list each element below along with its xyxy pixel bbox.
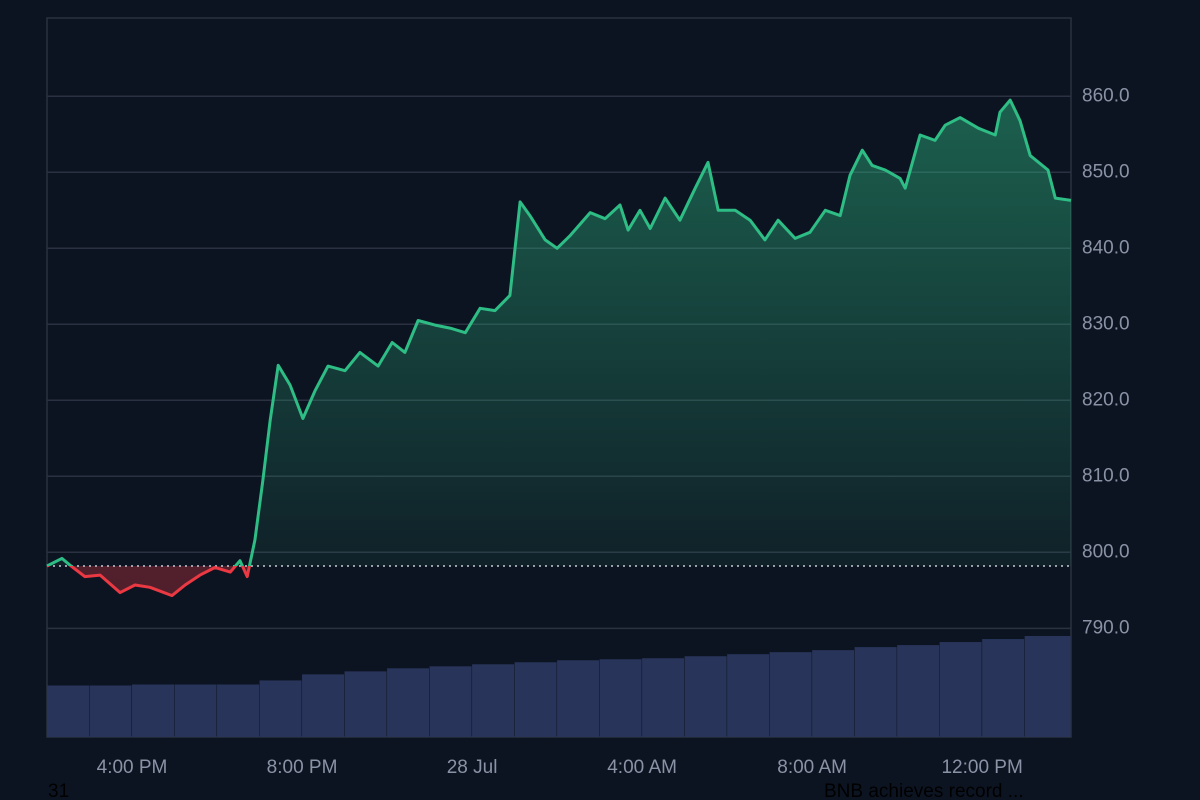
volume-bar: [47, 685, 90, 737]
x-tick-label: 4:00 PM: [97, 757, 168, 778]
x-tick-label: 28 Jul: [447, 757, 498, 778]
volume-bar: [387, 668, 430, 737]
volume-bar: [344, 671, 387, 737]
y-tick-label: 810.0: [1082, 465, 1130, 486]
volume-bar: [897, 645, 940, 737]
x-tick-label: 8:00 PM: [267, 757, 338, 778]
y-tick-label: 840.0: [1082, 237, 1130, 258]
price-line-up: [46, 98, 1072, 566]
volume-bar: [132, 684, 175, 737]
volume-bar: [429, 666, 472, 737]
volume-bar: [514, 662, 557, 737]
volume-bar: [302, 674, 345, 737]
y-tick-label: 830.0: [1082, 313, 1130, 334]
area-up: [47, 100, 1071, 566]
volume-bar: [89, 685, 132, 737]
y-tick-label: 850.0: [1082, 161, 1130, 182]
y-tick-label: 790.0: [1082, 617, 1130, 638]
x-tick-label: 4:00 AM: [607, 757, 677, 778]
area-down: [47, 565, 250, 596]
y-tick-label: 860.0: [1082, 85, 1130, 106]
volume-bar: [684, 656, 727, 737]
volume-bar: [727, 654, 770, 737]
volume-bar: [174, 684, 217, 737]
volume-bar: [599, 659, 642, 737]
y-tick-label: 820.0: [1082, 389, 1130, 410]
volume-bar: [939, 642, 982, 737]
y-tick-label: 800.0: [1082, 541, 1130, 562]
x-tick-label: 12:00 PM: [941, 757, 1022, 778]
volume-bar: [854, 647, 897, 737]
volume-bar: [769, 652, 812, 737]
volume-bar: [557, 660, 600, 737]
volume-bar: [1024, 636, 1071, 737]
volume-bar: [217, 684, 260, 737]
volume-bar: [642, 658, 685, 737]
volume-bar: [812, 650, 855, 737]
annotation: 31: [48, 781, 69, 800]
volume-bar: [259, 680, 302, 737]
volume-bar: [472, 664, 515, 737]
annotation: BNB achieves record ...: [824, 781, 1024, 800]
volume-bar: [982, 639, 1025, 737]
x-tick-label: 8:00 AM: [777, 757, 847, 778]
